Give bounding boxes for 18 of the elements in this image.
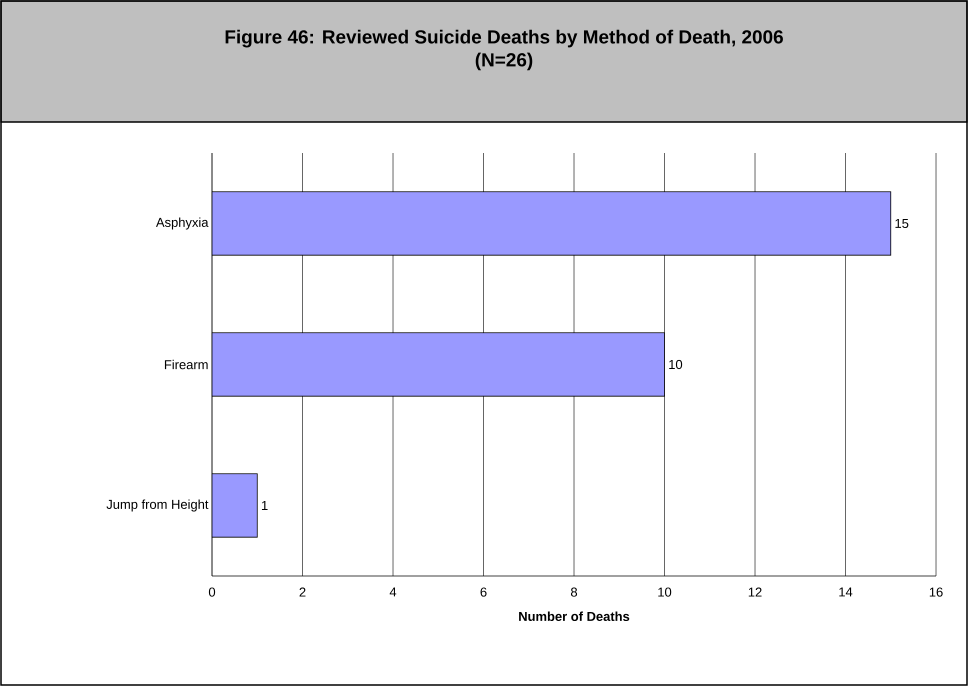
x-tick-label: 10 bbox=[658, 588, 672, 597]
x-tick-label: 2 bbox=[300, 588, 306, 597]
chart-title: Figure 46: Reviewed Suicide Deaths by Method of Death, 2006 bbox=[226, 30, 783, 48]
x-axis-title: Number of Deaths bbox=[519, 612, 630, 622]
x-tick-label: 0 bbox=[208, 588, 216, 597]
chart-subtitle: (N=26) bbox=[476, 52, 532, 70]
y-tick-label: Asphyxia bbox=[156, 217, 208, 230]
x-tick-label: 12 bbox=[748, 588, 762, 597]
x-tick-label: 16 bbox=[930, 588, 943, 597]
y-tick-label: Jump from Height bbox=[106, 499, 208, 512]
data-label: 15 bbox=[895, 218, 908, 228]
x-tick-label: 6 bbox=[480, 588, 487, 597]
x-tick-label: 4 bbox=[390, 588, 396, 596]
x-tick-label: 8 bbox=[570, 588, 578, 597]
y-tick-label: Firearm bbox=[164, 360, 208, 370]
data-label: 1 bbox=[262, 501, 268, 510]
x-tick-label: 14 bbox=[839, 588, 852, 596]
data-label: 10 bbox=[669, 360, 682, 370]
